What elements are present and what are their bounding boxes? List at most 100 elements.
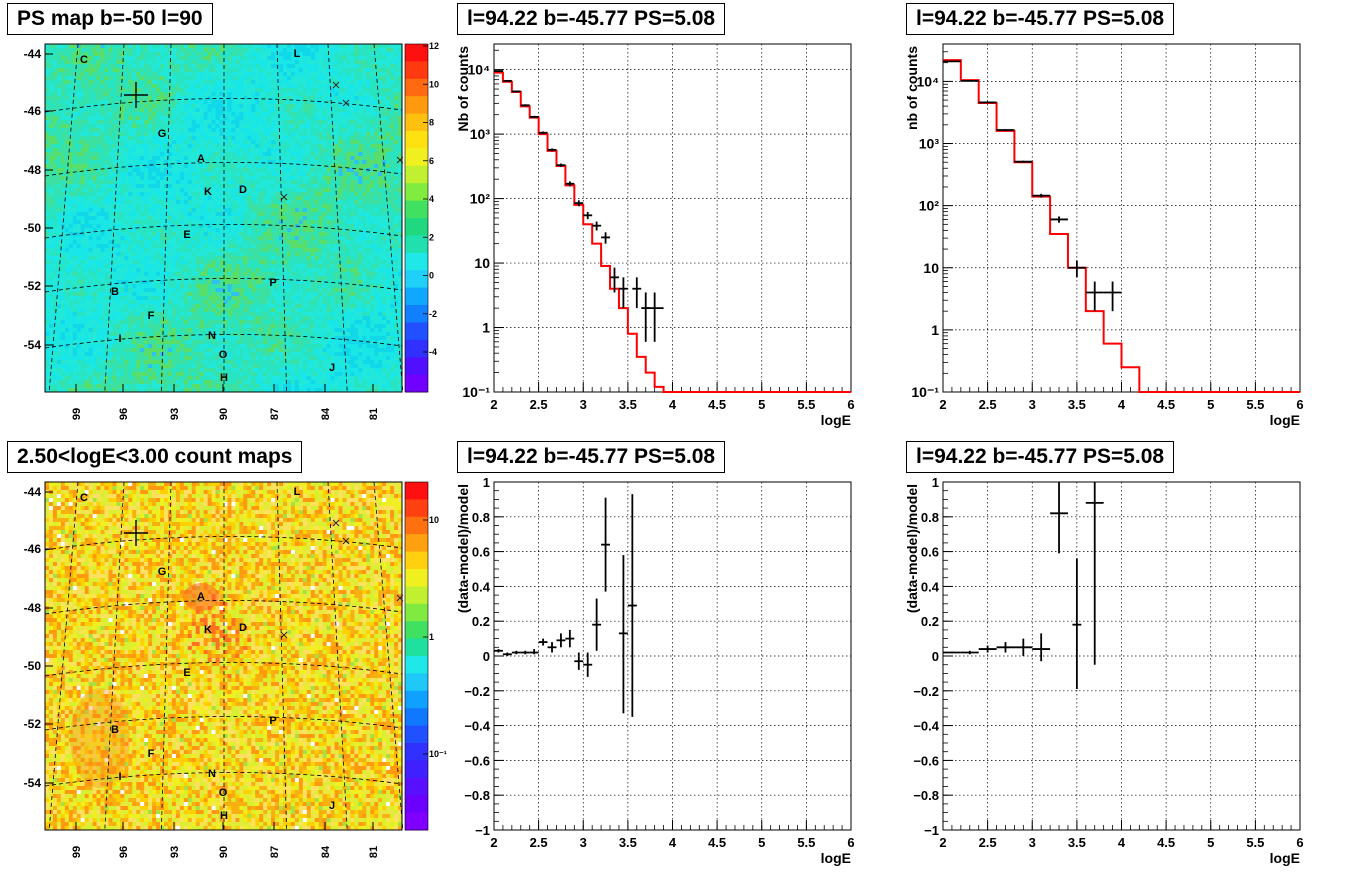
y-tick-label: -44 <box>24 47 42 61</box>
y-tick-label: −0.4 <box>913 719 939 734</box>
y-tick-label: −0.8 <box>913 788 939 803</box>
source-label-b: B <box>111 286 119 298</box>
source-label-h: H <box>220 372 228 384</box>
source-label-l: L <box>294 486 301 498</box>
source-label-f: F <box>148 748 155 760</box>
colorbar-segment <box>405 288 428 306</box>
colorbar-segment <box>405 760 428 778</box>
colorbar-segment <box>405 253 428 271</box>
colorbar-segment <box>405 552 428 570</box>
y-tick-label: 1 <box>932 475 939 490</box>
y-axis-label: Nb of counts <box>455 46 471 132</box>
y-tick-label: 0.4 <box>472 579 491 594</box>
y-tick-label: 10⁻¹ <box>462 384 490 400</box>
y-tick-label: -48 <box>24 601 42 615</box>
y-tick-label: -46 <box>24 542 42 556</box>
source-label-n: N <box>208 768 216 780</box>
y-axis-label: (data-model)/model <box>455 484 471 613</box>
x-tick-label: 5 <box>758 397 765 412</box>
y-tick-label: 10³ <box>470 126 491 142</box>
source-label-o: O <box>219 787 228 799</box>
y-tick-label: 1 <box>482 320 490 336</box>
x-tick-label: 6 <box>1296 397 1303 412</box>
x-tick-label: 5.5 <box>1246 397 1264 412</box>
x-axis-label: logE <box>1270 850 1300 866</box>
x-tick-label: 4.5 <box>1157 835 1175 850</box>
y-tick-label: 10⁻¹ <box>911 384 939 400</box>
x-tick-label: 87 <box>269 846 281 858</box>
colorbar-segment <box>405 61 428 79</box>
colorbar-segment <box>405 96 428 114</box>
colorbar-segment <box>405 270 428 288</box>
x-axis-label: logE <box>821 850 851 866</box>
x-tick-label: 3 <box>580 835 587 850</box>
source-label-d: D <box>239 184 247 196</box>
y-tick-label: -52 <box>24 717 42 731</box>
source-label-p: P <box>269 277 276 289</box>
x-tick-label: 4 <box>669 835 677 850</box>
y-tick-label: 0.4 <box>921 579 940 594</box>
colorbar-segment <box>405 482 428 500</box>
y-tick-label: 1 <box>931 322 939 338</box>
x-tick-label: 5 <box>758 835 765 850</box>
source-label-g: G <box>158 128 167 140</box>
y-tick-label: −1 <box>924 823 939 838</box>
x-tick-label: 84 <box>320 845 332 858</box>
x-tick-label: 2 <box>939 835 946 850</box>
y-tick-label: -46 <box>24 104 42 118</box>
y-tick-label: −1 <box>475 823 490 838</box>
x-tick-label: 81 <box>368 846 380 858</box>
x-tick-label: 3 <box>580 397 587 412</box>
colorbar-segment <box>405 795 428 813</box>
x-tick-label: 99 <box>71 408 83 420</box>
y-tick-label: 10³ <box>919 136 940 152</box>
colorbar-segment <box>405 322 428 340</box>
y-tick-label: −0.4 <box>464 719 490 734</box>
source-label-c: C <box>80 492 88 504</box>
colorbar-tick-label: 1 <box>429 632 434 642</box>
source-label-g: G <box>158 566 167 578</box>
spectrum-left-title: l=94.22 b=-45.77 PS=5.08 <box>457 3 725 35</box>
colorbar-segment <box>405 357 428 375</box>
x-tick-label: 4.5 <box>708 835 726 850</box>
colorbar-segment <box>405 235 428 253</box>
y-tick-label: −0.8 <box>464 788 490 803</box>
colorbar-segment <box>405 534 428 552</box>
y-tick-label: 0.8 <box>472 510 490 525</box>
y-tick-label: 0 <box>483 649 490 664</box>
x-tick-label: 5.5 <box>1246 835 1264 850</box>
y-tick-label: -48 <box>24 163 42 177</box>
colorbar-segment <box>405 813 428 831</box>
x-tick-label: 90 <box>218 408 230 420</box>
y-tick-label: 0.8 <box>921 510 939 525</box>
colorbar-segment <box>405 183 428 201</box>
x-tick-label: 96 <box>118 408 130 420</box>
x-tick-label: 2.5 <box>530 835 548 850</box>
x-tick-label: 84 <box>320 407 332 420</box>
colorbar-tick-label: -2 <box>429 309 437 319</box>
y-tick-label: 0.2 <box>472 614 490 629</box>
source-label-d: D <box>239 622 247 634</box>
x-axis-label: logE <box>1270 412 1300 428</box>
x-tick-label: 4.5 <box>1157 397 1175 412</box>
colorbar-segment <box>405 569 428 587</box>
colorbar-segment <box>405 691 428 709</box>
y-axis-label: (data-model)/model <box>904 484 920 613</box>
y-tick-label: -50 <box>24 221 42 235</box>
y-tick-label: −0.6 <box>913 753 939 768</box>
colorbar-segment <box>405 148 428 166</box>
colorbar-segment <box>405 375 428 393</box>
x-tick-label: 4.5 <box>708 397 726 412</box>
x-tick-label: 3 <box>1029 397 1036 412</box>
x-tick-label: 3 <box>1029 835 1036 850</box>
colorbar-tick-label: 10 <box>429 515 439 525</box>
y-axis-label: nb of counts <box>904 46 920 130</box>
source-label-k: K <box>204 624 212 636</box>
source-label-i: I <box>118 771 121 783</box>
